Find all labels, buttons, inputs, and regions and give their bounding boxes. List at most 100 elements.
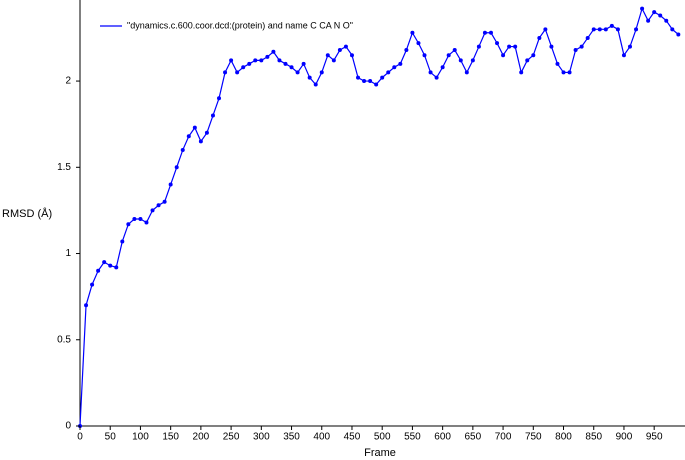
point bbox=[217, 96, 222, 101]
point bbox=[579, 44, 584, 49]
point bbox=[386, 70, 391, 75]
point bbox=[416, 41, 421, 46]
x-tick-label: 550 bbox=[404, 432, 421, 443]
point bbox=[470, 58, 475, 63]
point bbox=[120, 239, 125, 244]
point bbox=[210, 113, 215, 118]
point bbox=[597, 27, 602, 32]
point bbox=[150, 208, 155, 213]
point bbox=[277, 58, 282, 63]
point bbox=[84, 303, 89, 308]
x-tick-label: 800 bbox=[555, 432, 572, 443]
point bbox=[537, 35, 542, 40]
x-tick-label: 450 bbox=[344, 432, 361, 443]
point bbox=[561, 70, 566, 75]
point bbox=[162, 199, 167, 204]
point bbox=[96, 268, 101, 273]
point bbox=[549, 44, 554, 49]
point bbox=[670, 27, 675, 32]
point bbox=[108, 263, 113, 268]
y-tick-label: 0.5 bbox=[57, 334, 71, 345]
point bbox=[265, 54, 270, 59]
point bbox=[658, 13, 663, 18]
point bbox=[495, 41, 500, 46]
point bbox=[482, 30, 487, 35]
point bbox=[531, 53, 536, 58]
point bbox=[446, 53, 451, 58]
point bbox=[458, 58, 463, 63]
point bbox=[223, 70, 228, 75]
point bbox=[229, 58, 234, 63]
point bbox=[567, 70, 572, 75]
series-line bbox=[79, 6, 679, 427]
x-tick-label: 400 bbox=[313, 432, 330, 443]
point bbox=[634, 27, 639, 32]
x-tick-label: 850 bbox=[585, 432, 602, 443]
point bbox=[156, 203, 161, 208]
point bbox=[513, 44, 518, 49]
x-tick-label: 700 bbox=[495, 432, 512, 443]
x-tick-label: 100 bbox=[132, 432, 149, 443]
point bbox=[652, 10, 657, 15]
point bbox=[410, 30, 415, 35]
point bbox=[132, 217, 137, 222]
point bbox=[144, 220, 149, 225]
point bbox=[434, 75, 439, 80]
point bbox=[664, 18, 669, 23]
point bbox=[507, 44, 512, 49]
point bbox=[259, 58, 264, 63]
x-tick-label: 750 bbox=[525, 432, 542, 443]
x-tick-label: 0 bbox=[77, 432, 83, 443]
x-tick-label: 200 bbox=[193, 432, 210, 443]
point bbox=[464, 70, 469, 75]
point bbox=[253, 58, 258, 63]
point bbox=[374, 82, 379, 87]
point bbox=[307, 75, 312, 80]
point bbox=[241, 65, 246, 70]
point bbox=[126, 222, 131, 227]
point bbox=[501, 53, 506, 58]
y-tick-label: 0 bbox=[65, 421, 71, 432]
point bbox=[519, 70, 524, 75]
point bbox=[476, 44, 481, 49]
point bbox=[555, 61, 560, 66]
plot-area bbox=[78, 6, 681, 428]
point bbox=[404, 48, 409, 53]
point bbox=[640, 6, 645, 11]
point bbox=[337, 48, 342, 53]
point bbox=[628, 44, 632, 49]
x-tick-label: 50 bbox=[105, 432, 117, 443]
point bbox=[543, 27, 548, 32]
point bbox=[247, 61, 252, 66]
point bbox=[319, 70, 324, 75]
y-tick-label: 1 bbox=[65, 248, 71, 259]
x-tick-label: 150 bbox=[162, 432, 179, 443]
point bbox=[609, 23, 614, 28]
point bbox=[283, 61, 288, 66]
x-tick-label: 950 bbox=[646, 432, 663, 443]
point bbox=[428, 70, 433, 75]
x-tick-label: 500 bbox=[374, 432, 391, 443]
point bbox=[362, 79, 367, 84]
x-tick-label: 900 bbox=[616, 432, 633, 443]
point bbox=[325, 53, 330, 58]
point bbox=[525, 58, 530, 63]
point bbox=[646, 18, 651, 23]
point bbox=[621, 53, 626, 58]
point bbox=[368, 79, 373, 84]
point bbox=[174, 165, 179, 170]
point bbox=[180, 148, 185, 153]
point bbox=[295, 70, 300, 75]
x-tick-label: 600 bbox=[434, 432, 451, 443]
point bbox=[380, 75, 385, 80]
point bbox=[573, 48, 578, 53]
point bbox=[356, 75, 361, 80]
point bbox=[313, 82, 318, 87]
point bbox=[289, 65, 294, 70]
point bbox=[591, 27, 596, 32]
point bbox=[585, 35, 590, 40]
point bbox=[138, 217, 143, 222]
point bbox=[615, 27, 620, 32]
point bbox=[301, 61, 306, 66]
point bbox=[331, 58, 336, 63]
